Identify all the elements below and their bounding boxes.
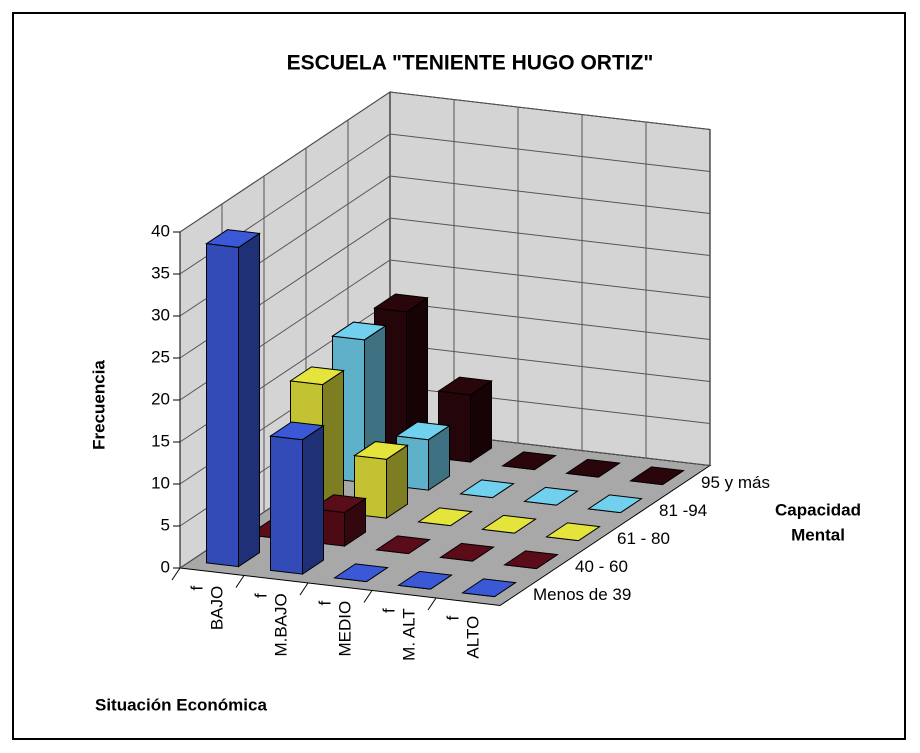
y-tick-label: 35 — [151, 263, 170, 282]
bar — [459, 479, 515, 499]
y-tick-label: 10 — [151, 473, 170, 492]
x-axis-label: Situación Económica — [95, 695, 267, 714]
bar — [545, 522, 601, 542]
y-tick-label: 0 — [161, 557, 170, 576]
legend-label: 61 - 80 — [617, 529, 670, 548]
y-tick-label: 5 — [161, 515, 170, 534]
x-tick — [299, 582, 309, 596]
x-tick-label: f — [251, 593, 270, 598]
bar — [565, 458, 621, 478]
bar — [629, 466, 685, 486]
bar-top — [397, 570, 453, 590]
legend-label: 40 - 60 — [575, 557, 628, 576]
grid-line — [179, 133, 711, 275]
bar-top — [269, 421, 325, 441]
bar-top — [523, 486, 579, 506]
bar-top — [503, 550, 559, 570]
bar-top — [501, 451, 557, 471]
x-tick-label: f — [187, 585, 206, 590]
bar-right — [322, 369, 344, 512]
x-tick-label: f — [315, 600, 334, 605]
bar — [501, 451, 557, 471]
bar — [461, 578, 517, 598]
bar-top — [481, 514, 537, 534]
x-tick-label: f — [443, 615, 462, 620]
legend-label: 95 y más — [701, 473, 770, 492]
x-tick — [363, 590, 373, 603]
bar — [503, 550, 559, 570]
bar-top — [205, 229, 261, 248]
bar — [269, 421, 325, 576]
bar-top — [417, 507, 473, 527]
bar-top — [545, 522, 601, 542]
y-axis-label: Frecuencia — [89, 360, 108, 450]
bar — [587, 494, 643, 514]
x-tick — [171, 567, 181, 581]
x-tick-label: f — [379, 608, 398, 613]
bar-front — [270, 435, 303, 575]
bar-top — [439, 542, 495, 562]
bar-top — [353, 441, 409, 460]
bar-top — [395, 421, 451, 441]
y-tick-label: 15 — [151, 431, 170, 450]
bar — [205, 229, 261, 568]
bar — [481, 514, 537, 534]
bar-top — [331, 321, 387, 341]
y-tick-label: 25 — [151, 347, 170, 366]
x-tick — [235, 575, 245, 588]
y-tick-label: 20 — [151, 389, 170, 408]
bar-right — [238, 232, 260, 568]
x-tick-label: M.BAJO — [271, 593, 290, 656]
x-tick-label: ALTO — [463, 616, 482, 659]
x-tick-label: MEDIO — [335, 601, 354, 657]
bar — [333, 563, 389, 583]
z-axis-label: Mental — [791, 525, 845, 544]
bar-top — [565, 458, 621, 478]
bar — [523, 486, 579, 506]
bar-top — [461, 578, 517, 598]
x-tick-label: BAJO — [207, 586, 226, 630]
y-tick-label: 40 — [151, 221, 170, 240]
bar-right — [302, 424, 324, 576]
bar — [417, 507, 473, 527]
bar-top — [629, 466, 685, 486]
bar-top — [311, 494, 367, 514]
y-tick-label: 30 — [151, 305, 170, 324]
legend-label: 81 -94 — [659, 501, 707, 520]
bar-top — [375, 535, 431, 555]
legend-label: Menos de 39 — [533, 585, 631, 604]
z-axis-label: Capacidad — [775, 500, 861, 519]
bar-top — [437, 376, 493, 396]
bar-top — [333, 563, 389, 583]
bar-top — [289, 366, 345, 386]
grid-line — [179, 91, 711, 233]
bar-top — [373, 293, 429, 313]
bar — [375, 535, 431, 555]
x-tick-label: M. ALT — [399, 608, 418, 661]
x-tick — [427, 597, 437, 611]
bar-front — [206, 243, 239, 568]
bar — [397, 570, 453, 590]
chart-title: ESCUELA "TENIENTE HUGO ORTIZ" — [287, 52, 654, 75]
bar-top — [587, 494, 643, 514]
bar — [439, 542, 495, 562]
bar-top — [459, 479, 515, 499]
